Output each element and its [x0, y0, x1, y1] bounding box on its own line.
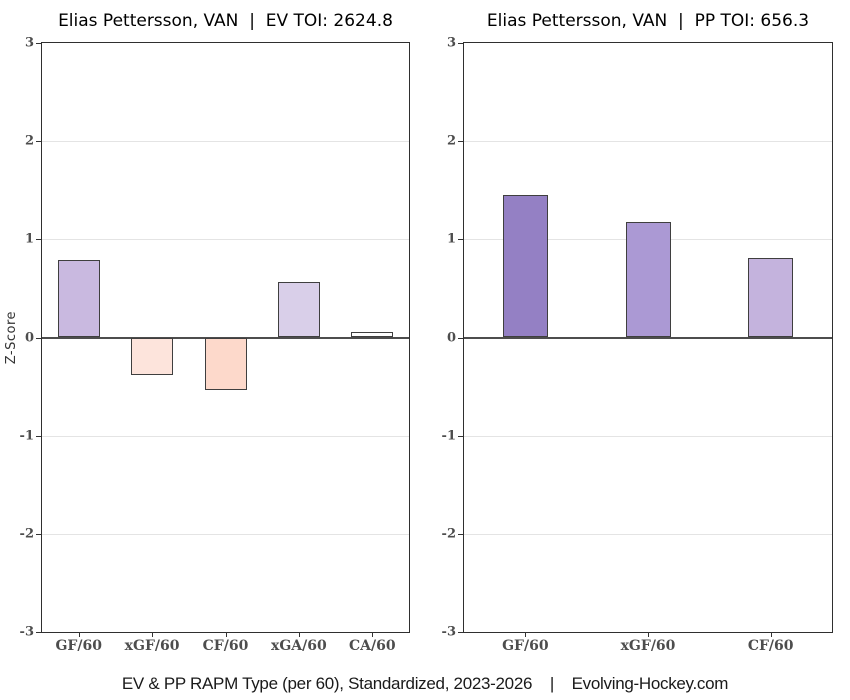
y-gridline [464, 533, 832, 535]
y-tick-mark [36, 435, 41, 437]
y-tick-label: 1 [446, 231, 456, 247]
x-tick-mark [525, 632, 527, 637]
bar-cf-60 [748, 257, 794, 338]
y-tick-label: -2 [441, 526, 456, 542]
y-tick-mark [458, 435, 463, 437]
x-tick-mark [298, 632, 300, 637]
bar-xgf-60 [625, 221, 671, 338]
y-tick-label: -1 [441, 428, 456, 444]
figure-caption: EV & PP RAPM Type (per 60), Standardized… [121, 674, 729, 693]
plot-area-ev: 3 2 1 0 -1 -2 -3 GF/60 xGF/60 CF/60 xGA/60 CA/60 [20, 36, 410, 654]
y-tick-label: 0 [24, 330, 34, 345]
y-gridline [42, 239, 409, 241]
x-tick-label: CA/60 [348, 638, 396, 654]
y-tick-mark [36, 43, 41, 44]
y-tick-mark [36, 239, 41, 241]
x-tick-label: xGA/60 [271, 638, 327, 654]
x-tick-label: CF/60 [202, 638, 249, 654]
y-gridline [42, 533, 409, 535]
y-tick-mark [36, 533, 41, 535]
bar-xgf-60 [131, 337, 174, 375]
y-tick-label: 3 [24, 35, 34, 51]
x-tick-label: CF/60 [747, 638, 794, 654]
x-tick-label: xGF/60 [620, 638, 676, 654]
x-tick-label: GF/60 [55, 638, 102, 654]
x-tick-mark [372, 632, 374, 637]
x-tick-label: xGF/60 [124, 638, 180, 654]
chart-title-pp: Elias Pettersson, VAN | PP TOI: 656.3 [486, 11, 810, 31]
y-tick-label: -2 [19, 526, 34, 542]
y-tick-mark [458, 632, 463, 633]
bar-gf-60 [502, 195, 548, 338]
bar-cf-60 [204, 337, 247, 390]
y-tick-label: 2 [24, 133, 34, 149]
y-tick-label: 2 [446, 133, 456, 149]
y-tick-label: -1 [19, 428, 34, 444]
x-tick-mark [770, 632, 772, 637]
y-tick-label: -3 [441, 624, 456, 640]
x-tick-mark [78, 632, 80, 637]
plot-area-pp: 3 2 1 0 -1 -2 -3 GF/60 xGF/60 CF/60 [442, 36, 833, 654]
y-tick-mark [36, 632, 41, 633]
y-gridline [42, 435, 409, 437]
y-tick-label: 0 [446, 330, 456, 345]
x-tick-mark [152, 632, 154, 637]
x-tick-mark [225, 632, 227, 637]
y-tick-mark [458, 533, 463, 535]
y-tick-label: 1 [24, 231, 34, 247]
y-tick-mark [36, 337, 41, 339]
y-tick-mark [36, 141, 41, 143]
y-tick-mark [458, 43, 463, 44]
bar-gf-60 [57, 259, 100, 338]
bar-xga-60 [277, 281, 320, 338]
y-gridline [42, 141, 409, 143]
bar-ca-60 [351, 331, 394, 338]
y-tick-mark [458, 239, 463, 241]
x-tick-label: GF/60 [502, 638, 549, 654]
y-axis-label-text: Z-Score [4, 310, 19, 365]
zero-line [464, 336, 832, 339]
x-tick-mark [648, 632, 649, 637]
y-gridline [464, 141, 832, 143]
y-tick-label: 3 [446, 35, 456, 51]
y-gridline [464, 435, 832, 437]
y-tick-mark [458, 141, 463, 143]
y-axis-label: Z-Score [3, 42, 20, 633]
y-tick-mark [458, 337, 463, 339]
y-tick-label: -3 [19, 624, 34, 640]
chart-title-ev: Elias Pettersson, VAN | EV TOI: 2624.8 [58, 11, 393, 31]
